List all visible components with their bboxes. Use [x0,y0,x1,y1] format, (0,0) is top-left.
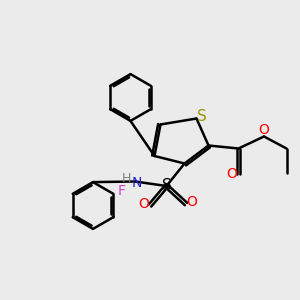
Text: N: N [131,176,142,190]
Text: O: O [226,167,237,181]
Text: S: S [197,109,207,124]
Text: O: O [187,196,197,209]
Text: O: O [259,124,269,137]
Text: F: F [118,184,126,198]
Text: H: H [121,172,131,185]
Text: O: O [139,197,149,211]
Text: S: S [162,178,171,194]
